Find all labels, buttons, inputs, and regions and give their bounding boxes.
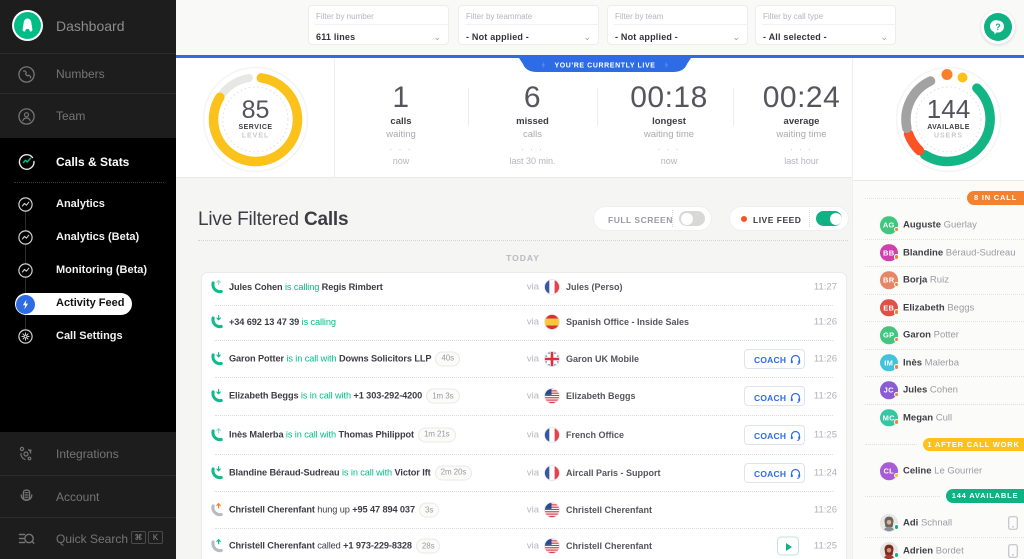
svg-text:?: ? [995,22,1001,32]
svg-text:AVAILABLE: AVAILABLE [927,124,970,131]
svg-text:144: 144 [927,94,970,124]
svg-text:USERS: USERS [934,133,963,140]
svg-text:SERVICE: SERVICE [238,124,272,131]
svg-text:85: 85 [242,96,270,124]
svg-text:LEVEL: LEVEL [242,133,270,140]
svg-text:YOU'RE CURRENTLY LIVE: YOU'RE CURRENTLY LIVE [554,63,655,70]
